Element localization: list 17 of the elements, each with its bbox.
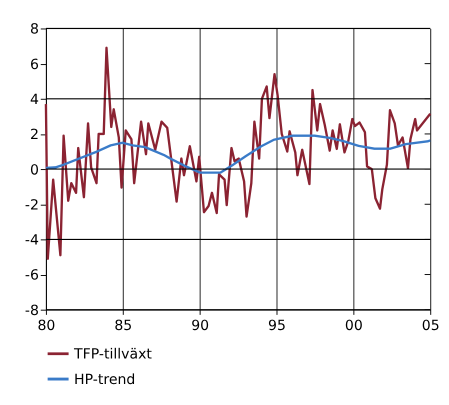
x-tick-label: 80 (37, 318, 56, 334)
x-tick-label: 00 (344, 318, 363, 334)
x-tick-label: 90 (191, 318, 210, 334)
x-tick-label: 85 (114, 318, 132, 334)
y-tick-label: 0 (30, 162, 39, 178)
legend-label: TFP-tillväxt (73, 346, 152, 362)
y-tick-label: -4 (24, 232, 39, 249)
y-tick-label: 6 (30, 56, 39, 73)
y-tick-label: 8 (30, 22, 39, 38)
y-tick-label: -6 (24, 268, 39, 284)
x-tick-label: 95 (268, 318, 286, 334)
y-tick-label: -8 (24, 302, 39, 319)
y-tick-label: 4 (30, 92, 39, 108)
legend-label: HP-trend (74, 372, 136, 388)
y-tick-label: 2 (30, 127, 39, 144)
y-tick-label: -2 (24, 197, 39, 214)
x-tick-label: 05 (422, 318, 440, 334)
